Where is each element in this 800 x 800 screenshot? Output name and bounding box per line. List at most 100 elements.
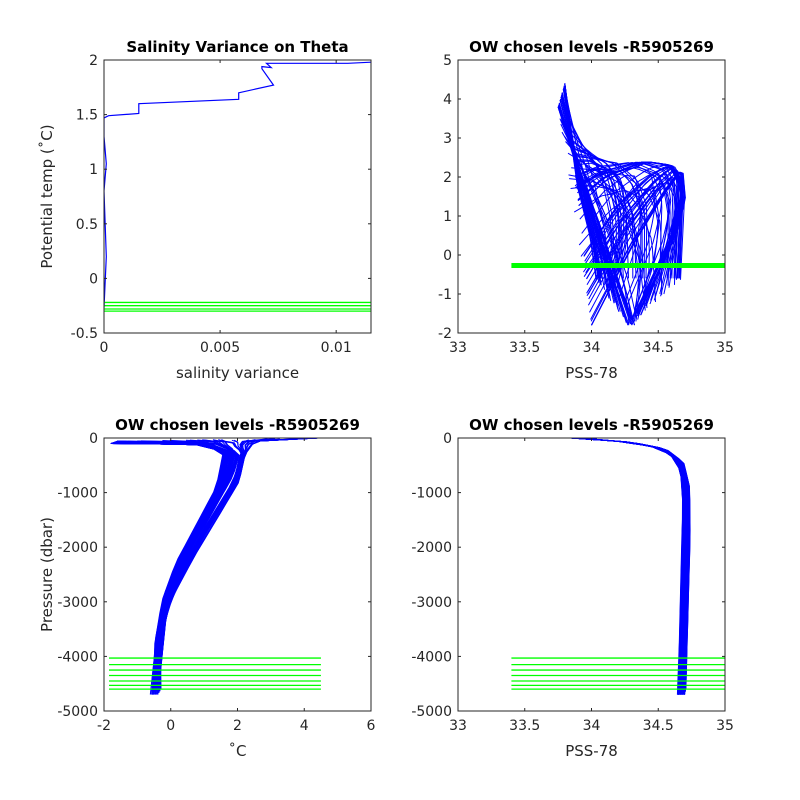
- profile-line: [115, 441, 229, 691]
- profile-line: [114, 441, 229, 692]
- profile-line: [577, 438, 691, 690]
- profile-line: [571, 438, 686, 695]
- profile-line: [571, 438, 686, 695]
- profile-line: [568, 174, 640, 322]
- x-tick-label: 34.5: [643, 340, 674, 356]
- profile-line: [574, 438, 685, 693]
- profile-line: [572, 147, 642, 279]
- profile-line: [117, 440, 224, 690]
- y-tick-label: 1: [443, 209, 452, 225]
- profile-line: [575, 438, 687, 692]
- profile-line: [578, 438, 690, 690]
- profile-line: [571, 438, 686, 695]
- profile-line: [574, 438, 686, 692]
- profile-line: [573, 438, 686, 694]
- profile-line: [571, 438, 687, 695]
- profile-line: [152, 438, 267, 675]
- profile-line: [578, 438, 691, 690]
- x-tick-label: 0: [100, 340, 109, 356]
- profile-line: [571, 438, 685, 695]
- x-tick-label: 35: [716, 718, 734, 734]
- profile-line: [561, 93, 610, 299]
- profile-line: [571, 438, 684, 695]
- profile-line: [573, 438, 687, 693]
- profile-line: [155, 438, 318, 668]
- x-tick-label: 34: [583, 340, 601, 356]
- profile-line: [571, 438, 687, 695]
- profile-line: [578, 438, 687, 690]
- profile-line: [571, 438, 684, 695]
- profile-line: [578, 438, 688, 690]
- profile-line: [573, 190, 650, 320]
- profile-line: [575, 438, 685, 692]
- profile-line: [574, 167, 671, 286]
- profile-line: [117, 440, 225, 690]
- x-axis-label: PSS-78: [565, 364, 618, 382]
- profile-line: [571, 438, 688, 695]
- y-tick-label: -1: [438, 287, 452, 303]
- profile-line: [572, 438, 687, 694]
- profile-line: [578, 438, 689, 690]
- profile-line: [577, 438, 690, 690]
- profile-line: [117, 440, 225, 690]
- y-tick-label: 0: [89, 431, 98, 447]
- profile-line: [571, 438, 684, 695]
- profile-line: [117, 440, 226, 690]
- y-tick-label: 5: [443, 53, 452, 69]
- profile-line: [573, 438, 685, 694]
- profile-line: [159, 438, 273, 674]
- profile-line: [572, 152, 646, 279]
- profile-line: [116, 441, 226, 690]
- profile-line: [571, 438, 685, 695]
- profile-line: [571, 438, 685, 695]
- profile-line: [575, 438, 686, 692]
- profile-line: [116, 440, 225, 690]
- profile-line: [587, 175, 677, 315]
- profile-line: [574, 168, 625, 293]
- y-tick-label: 4: [443, 92, 452, 108]
- profile-line: [113, 442, 232, 693]
- plot-area: [511, 438, 725, 695]
- profile-line: [572, 438, 685, 695]
- x-tick-label: 35: [716, 340, 734, 356]
- profile-line: [584, 166, 679, 296]
- profile-line: [117, 440, 225, 690]
- profile-line: [112, 442, 235, 694]
- profile-line: [159, 438, 268, 673]
- profile-line: [573, 438, 688, 693]
- panel-4: 33 33.5 34 34.5 35 -5000 -4000 -3000 -2000 -1000 0…: [411, 416, 734, 760]
- profile-line: [116, 440, 226, 690]
- profile-line: [159, 440, 244, 681]
- x-axis-label: PSS-78: [565, 742, 618, 760]
- y-tick-label: -3000: [57, 595, 98, 611]
- profile-line: [571, 438, 687, 695]
- profile-line: [577, 161, 682, 279]
- profile-line: [574, 438, 687, 692]
- profile-line: [571, 438, 686, 695]
- profile-line: [114, 441, 231, 692]
- y-tick-label: 3: [443, 131, 452, 147]
- x-tick-label: 6: [367, 718, 376, 734]
- profile-line: [114, 441, 230, 692]
- profile-line: [576, 161, 674, 279]
- chart-title: OW chosen levels -R5905269: [469, 416, 714, 434]
- profile-line: [111, 442, 236, 695]
- profile-line: [578, 438, 688, 690]
- profile-line: [116, 440, 226, 690]
- profile-line: [117, 440, 225, 690]
- profile-line: [571, 438, 687, 695]
- profile-line: [115, 441, 228, 691]
- y-tick-label: 0.5: [76, 217, 98, 233]
- profile-line: [124, 440, 225, 689]
- plot-area: [109, 438, 321, 695]
- x-tick-label: 2: [233, 718, 242, 734]
- y-tick-label: -2000: [57, 540, 98, 556]
- profile-line: [576, 438, 689, 691]
- x-tick-label: 0.005: [200, 340, 240, 356]
- profile-line: [578, 438, 688, 690]
- profile-line: [574, 438, 685, 693]
- profile-line: [577, 438, 691, 690]
- profile-line: [571, 438, 688, 695]
- profile-line: [578, 438, 690, 690]
